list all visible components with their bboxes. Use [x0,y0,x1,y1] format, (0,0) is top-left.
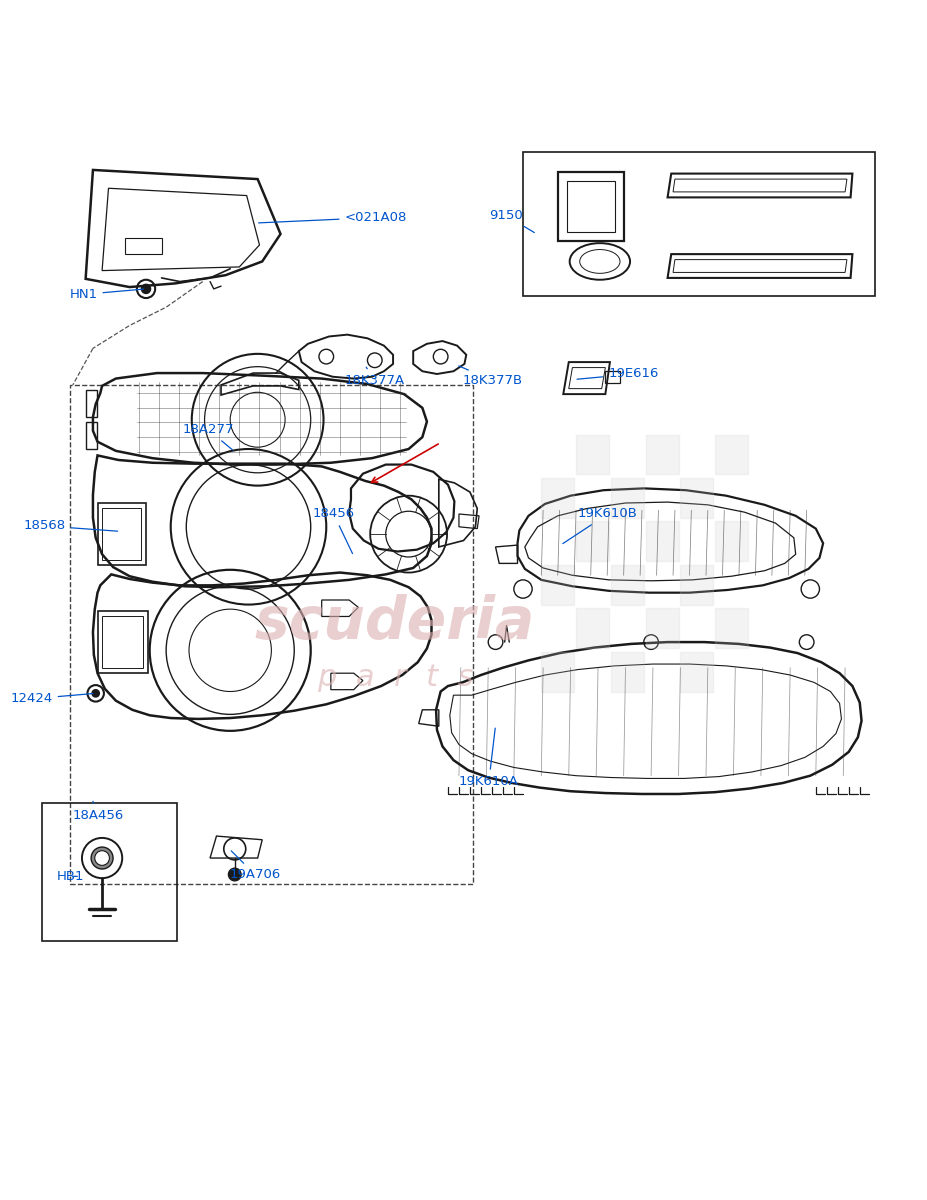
Text: 19K610B: 19K610B [563,508,638,544]
Bar [576,522,609,562]
Bar [715,522,748,562]
Text: 12424: 12424 [10,692,93,706]
Bar [541,652,575,691]
Text: 18A277: 18A277 [183,424,235,450]
Text: HN1: HN1 [70,288,144,301]
Bar [541,565,575,605]
Circle shape [91,847,113,869]
Text: 18K377B: 18K377B [459,366,523,386]
Bar [680,652,714,691]
Circle shape [92,690,99,697]
Bar [680,565,714,605]
Text: 18A456: 18A456 [73,802,124,822]
Text: 19K610A: 19K610A [459,728,519,787]
Bar [645,522,679,562]
Text: 9150: 9150 [489,209,534,233]
Bar [645,608,679,648]
Circle shape [95,851,109,865]
Bar [715,608,748,648]
Bar [576,608,609,648]
Bar [611,478,644,517]
Bar [541,478,575,517]
Bar [715,434,748,474]
Text: scuderia: scuderia [255,594,535,652]
Text: p  a  r  t  s: p a r t s [317,664,473,692]
Text: 19A706: 19A706 [229,851,281,881]
Bar [645,434,679,474]
Text: 18K377A: 18K377A [345,367,405,386]
Text: 19E616: 19E616 [577,367,658,380]
Circle shape [228,868,241,881]
Bar [611,565,644,605]
Circle shape [142,284,150,294]
Bar [611,652,644,691]
Bar [576,434,609,474]
Text: 18568: 18568 [23,520,118,533]
Text: 18456: 18456 [312,508,355,553]
Text: HB1: HB1 [57,870,83,883]
Text: <021A08: <021A08 [259,211,407,224]
Bar [680,478,714,517]
